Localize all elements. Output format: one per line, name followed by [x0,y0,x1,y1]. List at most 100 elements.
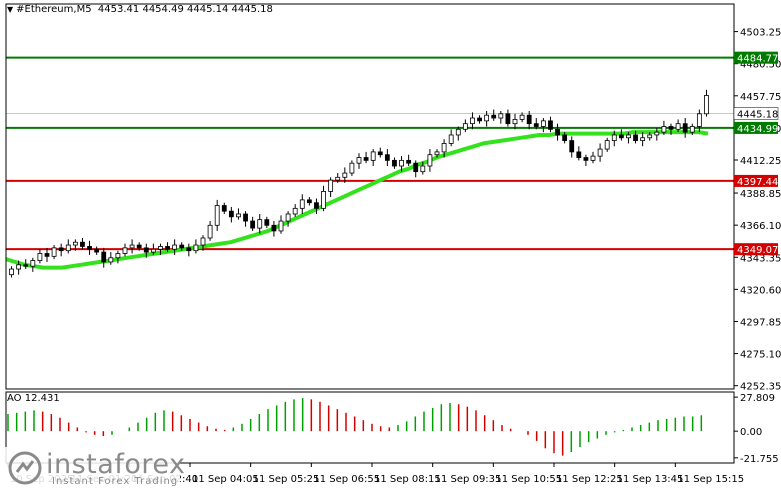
candle-body [58,247,64,252]
time-tick-label: 11 Sep 13:45 [617,474,684,485]
candle-body [633,134,638,142]
candle-body [689,126,695,133]
candle-body [349,162,355,174]
candle-body [441,143,447,153]
candle-body [214,205,220,226]
level-tag-label: 4434.99 [737,124,778,135]
symbol-label: #Ethereum,M5 [16,4,92,15]
candle-body [292,207,298,215]
candle-body [186,247,192,252]
price-tick-label: 4457.75 [740,92,781,103]
candle-body [299,199,305,209]
candle-body [377,151,383,156]
candle-body [236,213,241,218]
candle-body [696,113,702,127]
main-panel-frame [5,3,735,390]
price-tick-label: 4388.85 [740,189,781,200]
candle-body [448,134,454,144]
candle-body [80,241,85,247]
candle-body [37,253,43,261]
candle-body [654,131,660,136]
candle-body [342,172,348,178]
instaforex-logo-icon [8,451,42,485]
level-tag-label: 4349.07 [737,245,778,256]
candle-body [505,113,511,125]
candle-body [675,123,681,130]
candle-body [250,220,256,229]
candle-body [647,134,653,139]
ao-axis: 27.809 0.00 -21.755 [734,393,779,465]
candle-body [243,213,248,222]
candle-body [221,205,227,212]
candle-body [399,159,404,167]
ao-tick-label: 27.809 [740,393,775,404]
ao-panel-frame [5,391,735,464]
candle-body [264,219,270,226]
price-tick-label: 4412.25 [740,156,781,167]
candle-body [150,248,156,253]
candle-body [583,157,589,161]
candle-body [484,114,490,122]
candle-body [101,251,107,263]
candle-body [108,257,114,263]
candle-body [462,123,468,130]
candle-body [44,253,50,257]
time-tick-label: 11 Sep 05:25 [253,474,320,485]
candle-body [271,224,277,232]
candle-body [434,151,440,156]
time-tick-label: 11 Sep 15:15 [677,474,744,485]
candle-body [682,123,688,133]
price-tick-label: 4366.10 [740,221,781,232]
candle-body [491,114,497,119]
candle-body [455,128,461,136]
time-tick-label: 11 Sep 08:15 [374,474,441,485]
candle-body [640,137,646,142]
candle-body [406,159,412,164]
price-tick-label: 4343.35 [740,253,781,264]
candle-body [668,126,674,130]
logo-brand: instaforex [46,449,186,480]
time-tick-label: 11 Sep 09:35 [435,474,502,485]
candle-body [576,151,582,158]
candle-body [335,176,341,181]
candle-body [306,199,312,204]
candle-body [172,244,178,250]
price-tick-label: 4275.10 [740,350,781,361]
candle-body [136,244,142,249]
candle-body [72,241,78,246]
time-tick-label: 11 Sep 12:25 [556,474,623,485]
price-tick-label: 4297.85 [740,317,781,328]
candle-body [179,244,185,249]
candle-body [200,237,206,246]
candle-body [193,244,199,252]
price-tick-label: 4252.35 [740,382,781,393]
candle-body [548,120,553,130]
candle-body [257,219,263,229]
candle-body [512,119,518,125]
ma-line [5,130,709,270]
candle-body [618,134,624,139]
candle-body [477,117,482,122]
candle-body [540,120,546,127]
price-tags: 4484.77 4434.99 4397.44 4349.07 4445.18 [733,51,778,256]
chart-header: ▼ #Ethereum,M5 4453.41 4454.49 4445.14 44… [7,4,273,15]
candle-body [597,148,603,157]
time-tick-label: 11 Sep 04:05 [192,474,259,485]
candle-body [122,247,128,254]
candle-body [143,247,149,253]
down-triangle-icon[interactable]: ▼ [7,5,14,14]
candle-body [604,140,610,150]
panel-frames [5,3,735,464]
candle-body [356,157,362,164]
candle-body [228,210,234,218]
level-tag-label: 4484.77 [737,54,778,65]
ao-tick-label: 0.00 [740,427,762,438]
candle-body [207,224,213,239]
candle-body [16,264,22,270]
candle-body [704,95,709,115]
candle-body [661,126,667,133]
ao-tick-label: -21.755 [740,454,779,465]
ao-indicator-title: AO 12.431 [7,393,60,404]
